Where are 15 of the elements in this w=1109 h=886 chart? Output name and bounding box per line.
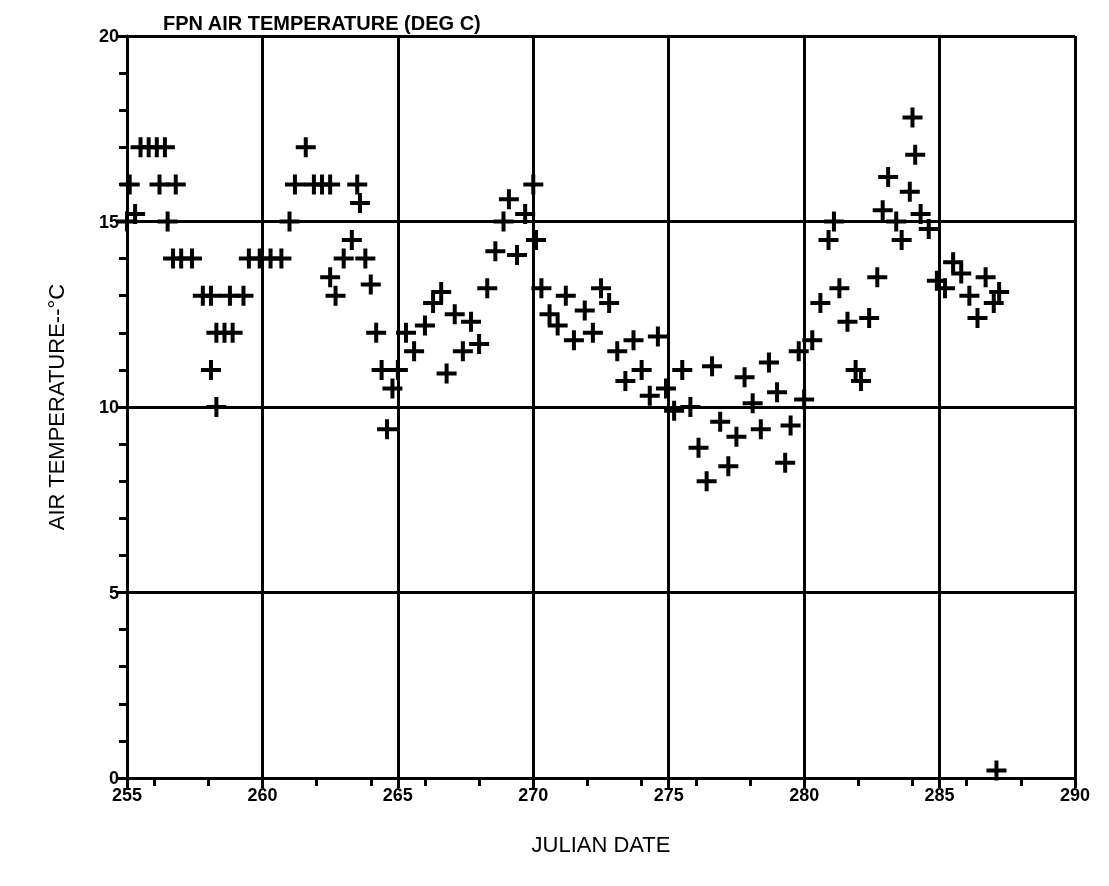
x-tick-label: 275 xyxy=(653,785,684,805)
x-axis-title: JULIAN DATE xyxy=(531,831,671,857)
y-tick-label: 10 xyxy=(98,397,119,417)
x-tick-label: 270 xyxy=(518,785,549,805)
x-tick-label: 255 xyxy=(111,785,143,805)
y-tick-label: 20 xyxy=(98,26,119,46)
y-tick-label: 15 xyxy=(98,211,119,232)
x-tick-label: 260 xyxy=(247,785,278,805)
y-tick-label: 5 xyxy=(108,582,119,603)
chart-title: FPN AIR TEMPERATURE (DEG C) xyxy=(163,12,481,34)
x-tick-label: 265 xyxy=(382,785,413,805)
y-axis-title: AIR TEMPERATURE--°C xyxy=(43,283,69,531)
x-tick-label: 290 xyxy=(1059,785,1091,805)
x-tick-label: 280 xyxy=(789,785,820,805)
x-tick-label: 285 xyxy=(924,785,955,805)
